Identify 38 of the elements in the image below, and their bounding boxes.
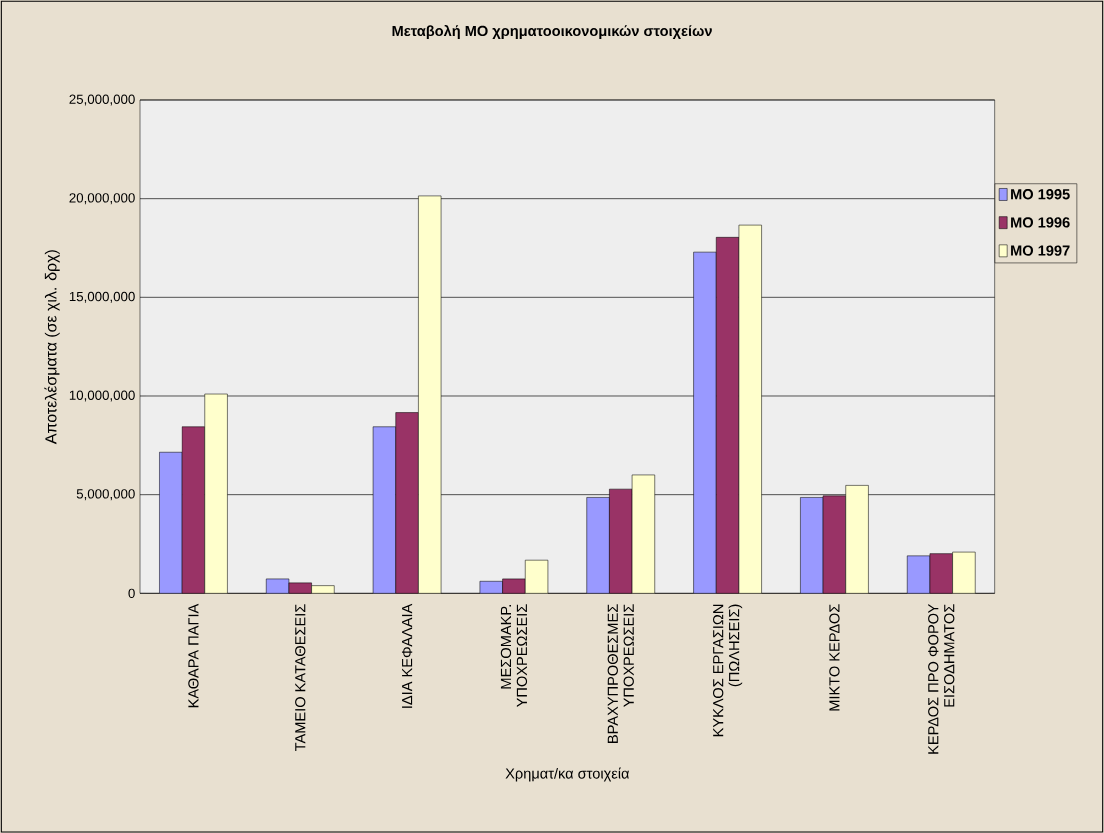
x-tick-label: ΚΕΡΔΟΣ ΠΡΟ ΦΟΡΟΥ ΕΙΣΟΔΗΜΑΤΟΣ (928, 603, 955, 754)
legend-label: ΜΟ 1997 (1011, 245, 1070, 256)
x-tick-label: ΙΔΙΑ ΚΕΦΑΛΑΙΑ (401, 603, 413, 708)
bar (952, 551, 976, 594)
chart-title: Μεταβολή ΜΟ χρηματοοικονομικών στοιχείων (392, 24, 712, 39)
x-tick-label: ΚΥΚΛΟΣ ΕΡΓΑΣΙΩΝ (ΠΩΛΗΣΕΙΣ) (713, 604, 743, 736)
x-tick-label: ΤΑΜΕΙΟ ΚΑΤΑΘΕΣΕΙΣ (295, 604, 306, 751)
bar (159, 451, 183, 594)
y-tick-label: 25,000,000 (69, 94, 135, 106)
bar (906, 555, 931, 594)
y-axis-title: Αποτελέσματα (σε χιλ. δρχ) (44, 250, 60, 444)
bar (929, 553, 953, 594)
bar (693, 251, 717, 594)
y-tick-label: 20,000,000 (69, 193, 135, 204)
bar (715, 236, 740, 594)
legend-label: ΜΟ 1995 (1011, 188, 1070, 200)
bar (418, 195, 442, 594)
y-tick-label: 15,000,000 (69, 291, 135, 303)
x-tick-label: ΚΑΘΑΡΑ ΠΑΓΙΑ (188, 603, 199, 707)
x-tick-label: ΜΕΣΟΜΑΚΡ. ΥΠΟΧΡΕΩΣΕΙΣ (500, 604, 528, 707)
bar (372, 426, 397, 594)
y-tick-label: 0 (128, 588, 135, 598)
bar (204, 393, 228, 594)
bar (586, 497, 610, 594)
x-axis-title: Χρηματ/κα στοιχεία (505, 767, 630, 782)
bar (800, 497, 824, 594)
bar (181, 426, 206, 594)
bar (845, 484, 869, 594)
x-tick-label: ΒΡΑΧΥΠΡΟΘΕΣΜΕΣ ΥΠΟΧΡΕΩΣΕΙΣ (607, 604, 634, 743)
bar (609, 488, 633, 594)
y-tick-label: 5,000,000 (76, 489, 135, 500)
bar (395, 412, 419, 594)
y-tick-label: 10,000,000 (69, 390, 135, 402)
bar (631, 474, 656, 594)
bar (738, 224, 762, 594)
x-tick-label: ΜΙΚΤΟ ΚΕΡΔΟΣ (829, 604, 840, 711)
bar (822, 495, 847, 594)
legend-label: ΜΟ 1996 (1011, 217, 1070, 228)
